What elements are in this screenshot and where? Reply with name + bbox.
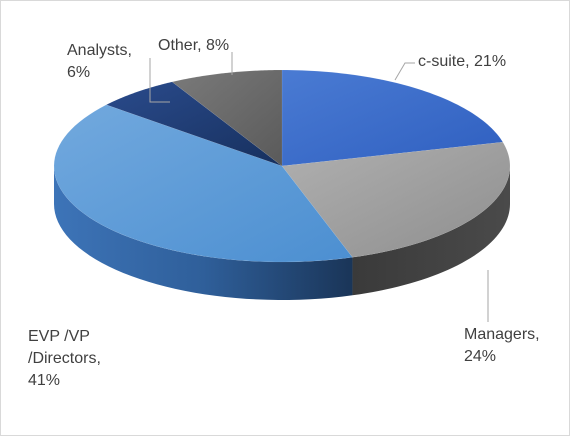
data-label-line: Other, 8% — [158, 37, 229, 54]
slice-other — [171, 69, 283, 167]
data-label-line: 6% — [67, 64, 90, 81]
data-label-line: 24% — [464, 348, 496, 365]
data-label-line: c-suite, 21% — [418, 53, 506, 70]
slice-managers — [281, 141, 511, 258]
slice-evp-vp-directors-label: EVP /VP/Directors, 41% — [28, 328, 101, 389]
data-label-line: Analysts, — [67, 42, 132, 59]
slice-evp-vp-directors-side — [54, 166, 353, 300]
slice-analysts — [105, 81, 283, 167]
leader-line — [149, 58, 170, 103]
leader-line — [394, 62, 415, 81]
slice-managers-side — [352, 166, 510, 296]
data-label-line: Managers, — [464, 326, 540, 343]
slice-evp-vp-directors — [53, 104, 353, 263]
slice-analysts-label: Analysts, 6% — [67, 42, 132, 81]
slice-c-suite — [281, 69, 504, 167]
slice-other-label: Other, 8% — [158, 37, 229, 54]
slice-c-suite-label: c-suite, 21% — [418, 53, 506, 70]
data-label-line: /Directors, — [28, 350, 101, 367]
data-label-line: 41% — [28, 372, 60, 389]
slice-managers-label: Managers, 24% — [464, 326, 540, 365]
data-label-line: EVP /VP — [28, 328, 90, 345]
